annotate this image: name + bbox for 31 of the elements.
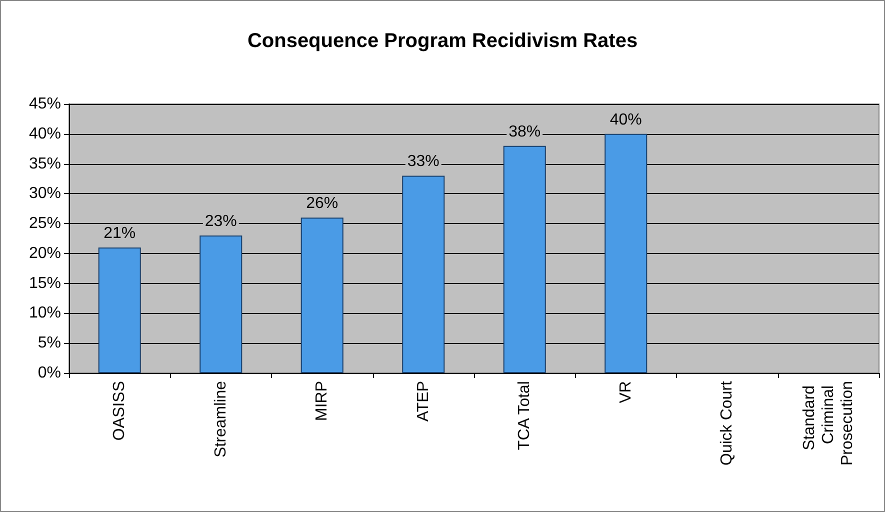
y-tick-label: 40% bbox=[28, 125, 61, 142]
bar bbox=[200, 236, 242, 373]
x-tick-label: OASISS bbox=[111, 381, 128, 441]
bar bbox=[98, 247, 141, 373]
bar bbox=[604, 134, 648, 373]
bar bbox=[300, 218, 344, 373]
y-tick-label: 25% bbox=[28, 215, 61, 232]
data-label: 40% bbox=[610, 111, 642, 128]
data-label: 38% bbox=[508, 123, 541, 140]
x-tick-label: Standard Criminal Prosecution bbox=[800, 381, 856, 466]
y-tick-label: 45% bbox=[28, 96, 61, 112]
bar bbox=[503, 146, 546, 373]
chart-title: Consequence Program Recidivism Rates bbox=[247, 30, 638, 52]
y-tick-label: 30% bbox=[28, 185, 61, 202]
y-tick-label: 10% bbox=[28, 304, 61, 322]
x-tick-label: MIRP bbox=[314, 381, 331, 421]
y-tick-label: 0% bbox=[38, 364, 61, 382]
x-tick-label: ATEP bbox=[414, 381, 432, 422]
data-label: 21% bbox=[104, 224, 136, 242]
bar bbox=[402, 176, 445, 373]
y-tick-label: 15% bbox=[28, 274, 61, 292]
x-tick-label: Quick Court bbox=[718, 380, 736, 466]
x-tick-label: VR bbox=[617, 381, 634, 404]
y-tick-label: 35% bbox=[28, 155, 61, 172]
data-label: 23% bbox=[204, 213, 237, 230]
y-tick-label: 5% bbox=[38, 334, 61, 352]
x-tick-label: TCA Total bbox=[516, 381, 534, 450]
y-tick-label: 20% bbox=[28, 244, 61, 262]
x-tick-label: Streamline bbox=[212, 380, 230, 458]
data-label: 33% bbox=[407, 153, 440, 170]
data-label: 26% bbox=[306, 195, 338, 212]
